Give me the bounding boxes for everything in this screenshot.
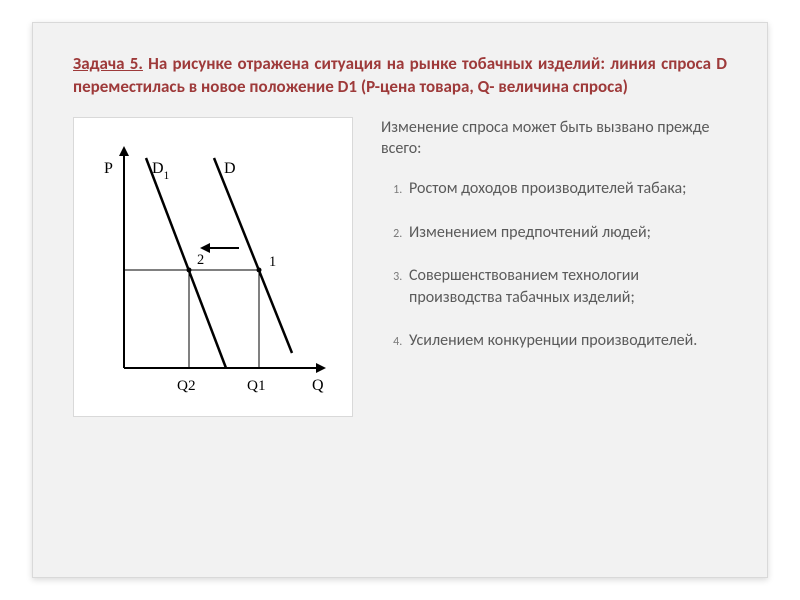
- svg-text:2: 2: [197, 252, 204, 268]
- svg-text:D: D: [224, 160, 236, 177]
- options-list: Ростом доходов производителей табака; Из…: [381, 178, 727, 352]
- svg-text:P: P: [104, 160, 113, 177]
- lead-text: Изменение спроса может быть вызвано преж…: [381, 117, 727, 160]
- task-label: Задача 5.: [73, 53, 143, 74]
- demand-chart: PQDD112Q2Q1: [73, 117, 353, 417]
- option-item: Совершенствованием технологии производст…: [405, 265, 727, 308]
- option-item: Ростом доходов производителей табака;: [405, 178, 727, 200]
- option-item: Усилением конкуренции производителей.: [405, 330, 727, 352]
- slide: Задача 5. На рисунке отражена ситуация н…: [32, 22, 768, 578]
- svg-text:1: 1: [269, 254, 276, 270]
- slide-body: PQDD112Q2Q1 Изменение спроса может быть …: [73, 117, 727, 417]
- title-text: На рисунке отражена ситуация на рынке то…: [73, 53, 727, 97]
- slide-title: Задача 5. На рисунке отражена ситуация н…: [73, 53, 727, 99]
- svg-text:Q1: Q1: [247, 377, 266, 394]
- svg-text:Q2: Q2: [177, 377, 196, 394]
- svg-text:Q: Q: [312, 377, 324, 394]
- option-item: Изменением предпочтений людей;: [405, 222, 727, 244]
- text-column: Изменение спроса может быть вызвано преж…: [381, 117, 727, 417]
